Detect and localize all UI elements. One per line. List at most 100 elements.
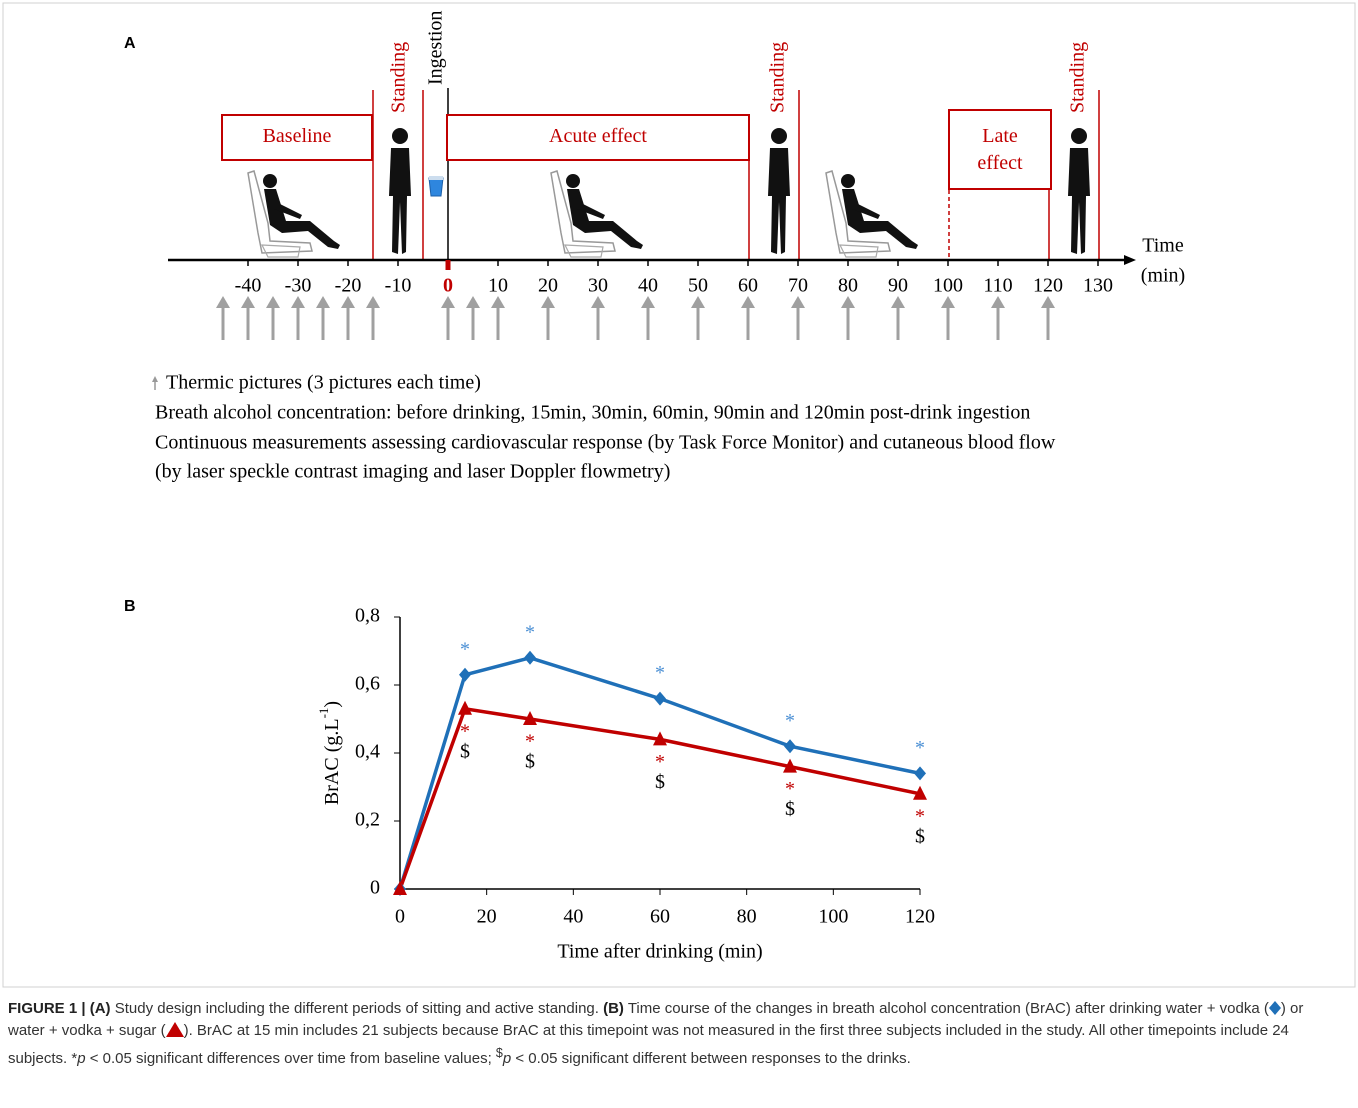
caption: FIGURE 1 | (A) Study design including th… <box>8 998 1344 1070</box>
point-marker <box>459 668 471 682</box>
period-label: Acute effect <box>549 125 647 147</box>
tick-label: -30 <box>285 275 312 297</box>
arrow-head <box>791 296 805 308</box>
significance-mark: * <box>460 638 470 660</box>
standing-person <box>389 128 411 254</box>
picture-arrow <box>291 296 305 340</box>
tick-label: 120 <box>1033 275 1063 297</box>
significance-mark: * <box>460 720 470 742</box>
y-tick-label: 0,2 <box>355 809 380 831</box>
difference-mark: $ <box>655 771 665 793</box>
figure-graphics: A B Baseline Acute effect Late effect Stand… <box>0 0 1358 990</box>
x-tick-label: 80 <box>737 906 757 928</box>
x-tick-label: 120 <box>905 906 935 928</box>
y-tick-label: 0 <box>370 877 380 899</box>
point-marker <box>524 651 536 665</box>
arrow-head <box>641 296 655 308</box>
arrow-head <box>466 296 480 308</box>
seated-person <box>826 171 918 257</box>
arrow-head <box>591 296 605 308</box>
picture-arrow <box>241 296 255 340</box>
arrow-head <box>741 296 755 308</box>
caption-text: Time course of the changes in breath alc… <box>624 1000 1269 1017</box>
arrow-head <box>216 296 230 308</box>
period-label: Baseline <box>263 125 332 147</box>
picture-arrow <box>941 296 955 340</box>
arrow-head <box>441 296 455 308</box>
picture-arrow <box>366 296 380 340</box>
arrow-head <box>841 296 855 308</box>
point-marker <box>784 739 796 753</box>
x-tick-label: 100 <box>818 906 848 928</box>
tick-label: 130 <box>1083 275 1113 297</box>
tick-label: 20 <box>538 275 558 297</box>
significance-mark: * <box>915 805 925 827</box>
difference-mark: $ <box>525 751 535 773</box>
tick-label: 70 <box>788 275 808 297</box>
figure: A B Baseline Acute effect Late effect Stand… <box>0 0 1358 1108</box>
event-label: Standing <box>767 42 789 113</box>
y-axis-title-part: BrAC (g.L <box>321 718 343 805</box>
picture-arrow <box>266 296 280 340</box>
arrow-head <box>991 296 1005 308</box>
legend-arrow-head <box>152 376 158 382</box>
x-tick-label: 40 <box>563 906 583 928</box>
y-axis-title: BrAC (g.L-1) <box>316 701 343 805</box>
standing-person <box>768 128 790 254</box>
note-line: Breath alcohol concentration: before dri… <box>155 402 1030 424</box>
y-axis-title-part: ) <box>321 701 343 708</box>
picture-arrow <box>991 296 1005 340</box>
difference-mark: $ <box>460 740 470 762</box>
picture-arrow <box>791 296 805 340</box>
x-tick-label: 60 <box>650 906 670 928</box>
axis-arrowhead <box>1124 255 1136 265</box>
axis-title: Time <box>1142 235 1184 257</box>
y-tick-label: 0,6 <box>355 673 380 695</box>
arrow-head <box>341 296 355 308</box>
tick-label: -20 <box>335 275 362 297</box>
panel-label: A <box>124 35 136 52</box>
note-line: Continuous measurements assessing cardio… <box>155 432 1056 454</box>
tick-label: 40 <box>638 275 658 297</box>
caption-bold: (B) <box>603 1000 624 1017</box>
arrow-head <box>291 296 305 308</box>
picture-arrow <box>491 296 505 340</box>
period-label: Late effect <box>970 123 1030 177</box>
picture-arrow <box>691 296 705 340</box>
tick-label: -10 <box>385 275 412 297</box>
picture-arrow <box>466 296 480 340</box>
y-tick-label: 0,8 <box>355 605 380 627</box>
y-tick-label: 0,4 <box>355 741 380 763</box>
event-label: Standing <box>1067 42 1089 113</box>
x-axis-title: Time after drinking (min) <box>557 941 762 963</box>
tick-label: -40 <box>235 275 262 297</box>
picture-arrow <box>891 296 905 340</box>
seated-person <box>551 171 643 257</box>
seated-person <box>248 171 340 257</box>
picture-arrow <box>591 296 605 340</box>
tick-label: 0 <box>443 275 453 297</box>
significance-mark: * <box>915 737 925 759</box>
x-tick-label: 0 <box>395 906 405 928</box>
caption-italic: p <box>503 1050 511 1067</box>
diamond-symbol <box>1269 1001 1281 1015</box>
picture-arrow <box>641 296 655 340</box>
note-line: Thermic pictures (3 pictures each time) <box>166 372 481 394</box>
axis-unit: (min) <box>1141 265 1185 287</box>
arrow-head <box>1041 296 1055 308</box>
point-marker <box>654 692 666 706</box>
arrow-head <box>366 296 380 308</box>
panel-label: B <box>124 598 136 615</box>
picture-arrow <box>441 296 455 340</box>
picture-arrow <box>216 296 230 340</box>
tick-label: 10 <box>488 275 508 297</box>
event-label: Standing <box>388 42 410 113</box>
significance-mark: * <box>655 751 665 773</box>
picture-arrow <box>341 296 355 340</box>
arrow-head <box>891 296 905 308</box>
arrow-head <box>241 296 255 308</box>
caption-text: < 0.05 significant different between res… <box>511 1050 911 1067</box>
picture-arrow <box>1041 296 1055 340</box>
standing-person <box>1068 128 1090 254</box>
tick-label: 80 <box>838 275 858 297</box>
